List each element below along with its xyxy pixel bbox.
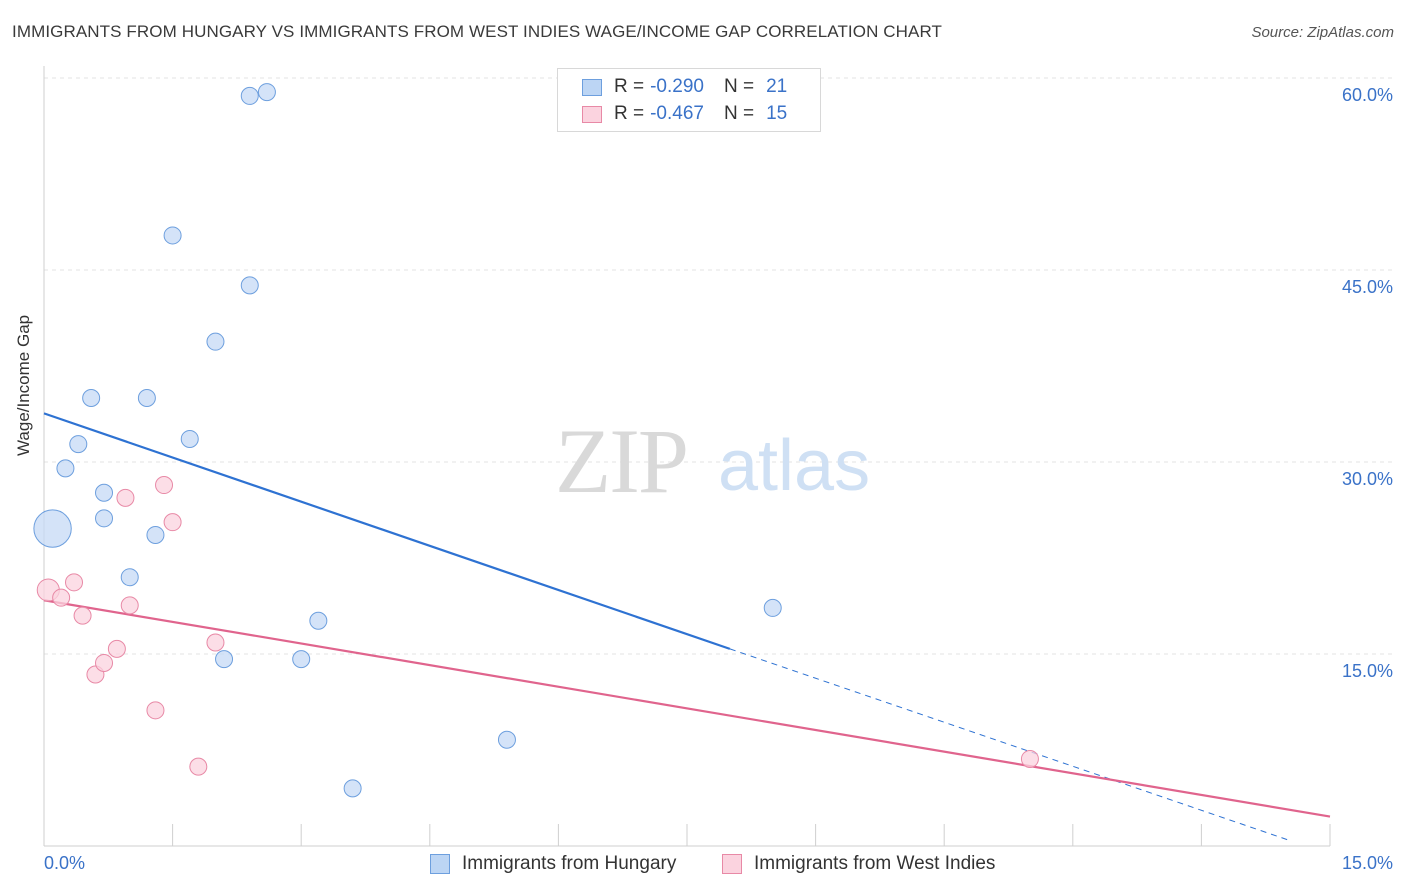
data-point-series-0 — [95, 509, 114, 528]
data-point-series-0 — [56, 459, 75, 478]
y-tick-label: 15.0% — [1342, 661, 1393, 681]
legend-r-label: R = — [614, 103, 645, 124]
data-point-series-0 — [292, 650, 311, 669]
tick-labels: 15.0% 30.0% 45.0% 60.0% 0.0% 15.0% — [44, 85, 1393, 873]
bottom-legend-swatch-west-indies — [722, 854, 742, 874]
data-point-series-1 — [206, 633, 225, 652]
data-point-series-1 — [95, 653, 114, 672]
bottom-legend-label-hungary: Immigrants from Hungary — [462, 853, 677, 874]
data-point-series-0 — [240, 86, 259, 105]
data-point-series-0 — [146, 525, 165, 544]
data-point-series-0 — [33, 509, 72, 548]
trend-lines — [43, 412, 1331, 841]
y-tick-label: 45.0% — [1342, 277, 1393, 297]
bottom-legend-west-indies: Immigrants from West Indies — [722, 852, 995, 876]
data-point-series-1 — [146, 701, 165, 720]
y-axis-title: Wage/Income Gap — [14, 314, 33, 456]
bottom-legend-swatch-hungary — [430, 854, 450, 874]
trend-line-0 — [43, 412, 731, 650]
data-point-series-0 — [180, 429, 199, 448]
chart-title: IMMIGRANTS FROM HUNGARY VS IMMIGRANTS FR… — [12, 22, 943, 41]
data-point-series-0 — [137, 389, 156, 407]
data-points — [33, 83, 1039, 798]
data-point-series-0 — [343, 779, 362, 798]
x-tick-label: 0.0% — [44, 853, 85, 873]
legend-swatch-west-indies — [582, 105, 602, 123]
watermark-zip: ZIP — [555, 410, 687, 512]
legend-row-hungary: R = -0.290 N = 21 — [582, 74, 787, 100]
data-point-series-0 — [95, 483, 114, 502]
data-point-series-0 — [763, 598, 782, 617]
legend-n-value: 21 — [766, 76, 788, 97]
legend-row-west-indies: R = -0.467 N = 15 — [582, 101, 787, 127]
axes — [43, 66, 1331, 847]
y-tick-label: 30.0% — [1342, 469, 1393, 489]
data-point-series-0 — [163, 226, 182, 245]
data-point-series-1 — [155, 476, 174, 495]
watermark-atlas: atlas — [718, 426, 870, 506]
source-label: Source: ZipAtlas.com — [1251, 24, 1394, 41]
trend-line-1 — [43, 599, 1331, 818]
data-point-series-1 — [107, 639, 126, 658]
data-point-series-1 — [189, 757, 208, 776]
legend-n-value: 15 — [766, 103, 788, 124]
legend-r-value: -0.467 — [650, 103, 704, 124]
grid-lines — [44, 77, 1396, 655]
data-point-series-1 — [73, 606, 92, 625]
stats-legend: R = -0.290 N = 21 R = -0.467 N = 15 — [557, 68, 821, 132]
data-point-series-0 — [120, 568, 139, 587]
bottom-legend-label-west-indies: Immigrants from West Indies — [754, 853, 996, 874]
data-point-series-0 — [82, 389, 101, 407]
data-point-series-0 — [309, 611, 328, 630]
y-tick-label: 60.0% — [1342, 85, 1393, 105]
data-point-series-0 — [497, 730, 516, 749]
legend-r-label: R = — [614, 76, 645, 97]
legend-n-label: N = — [723, 76, 755, 97]
data-point-series-1 — [120, 596, 139, 615]
data-point-series-0 — [206, 332, 225, 351]
data-point-series-0 — [215, 650, 234, 669]
data-point-series-0 — [69, 435, 88, 454]
legend-n-label: N = — [723, 103, 755, 124]
data-point-series-1 — [1020, 749, 1039, 768]
legend-swatch-hungary — [582, 78, 602, 96]
data-point-series-1 — [65, 573, 84, 592]
trend-line-extension-0 — [729, 648, 1288, 841]
data-point-series-1 — [163, 513, 182, 532]
bottom-legend-hungary: Immigrants from Hungary — [430, 852, 676, 876]
data-point-series-1 — [116, 488, 135, 507]
data-point-series-1 — [52, 588, 71, 607]
data-point-series-0 — [240, 276, 259, 295]
data-point-series-0 — [257, 83, 276, 102]
legend-r-value: -0.290 — [650, 76, 704, 97]
x-tick-label: 15.0% — [1342, 853, 1393, 873]
